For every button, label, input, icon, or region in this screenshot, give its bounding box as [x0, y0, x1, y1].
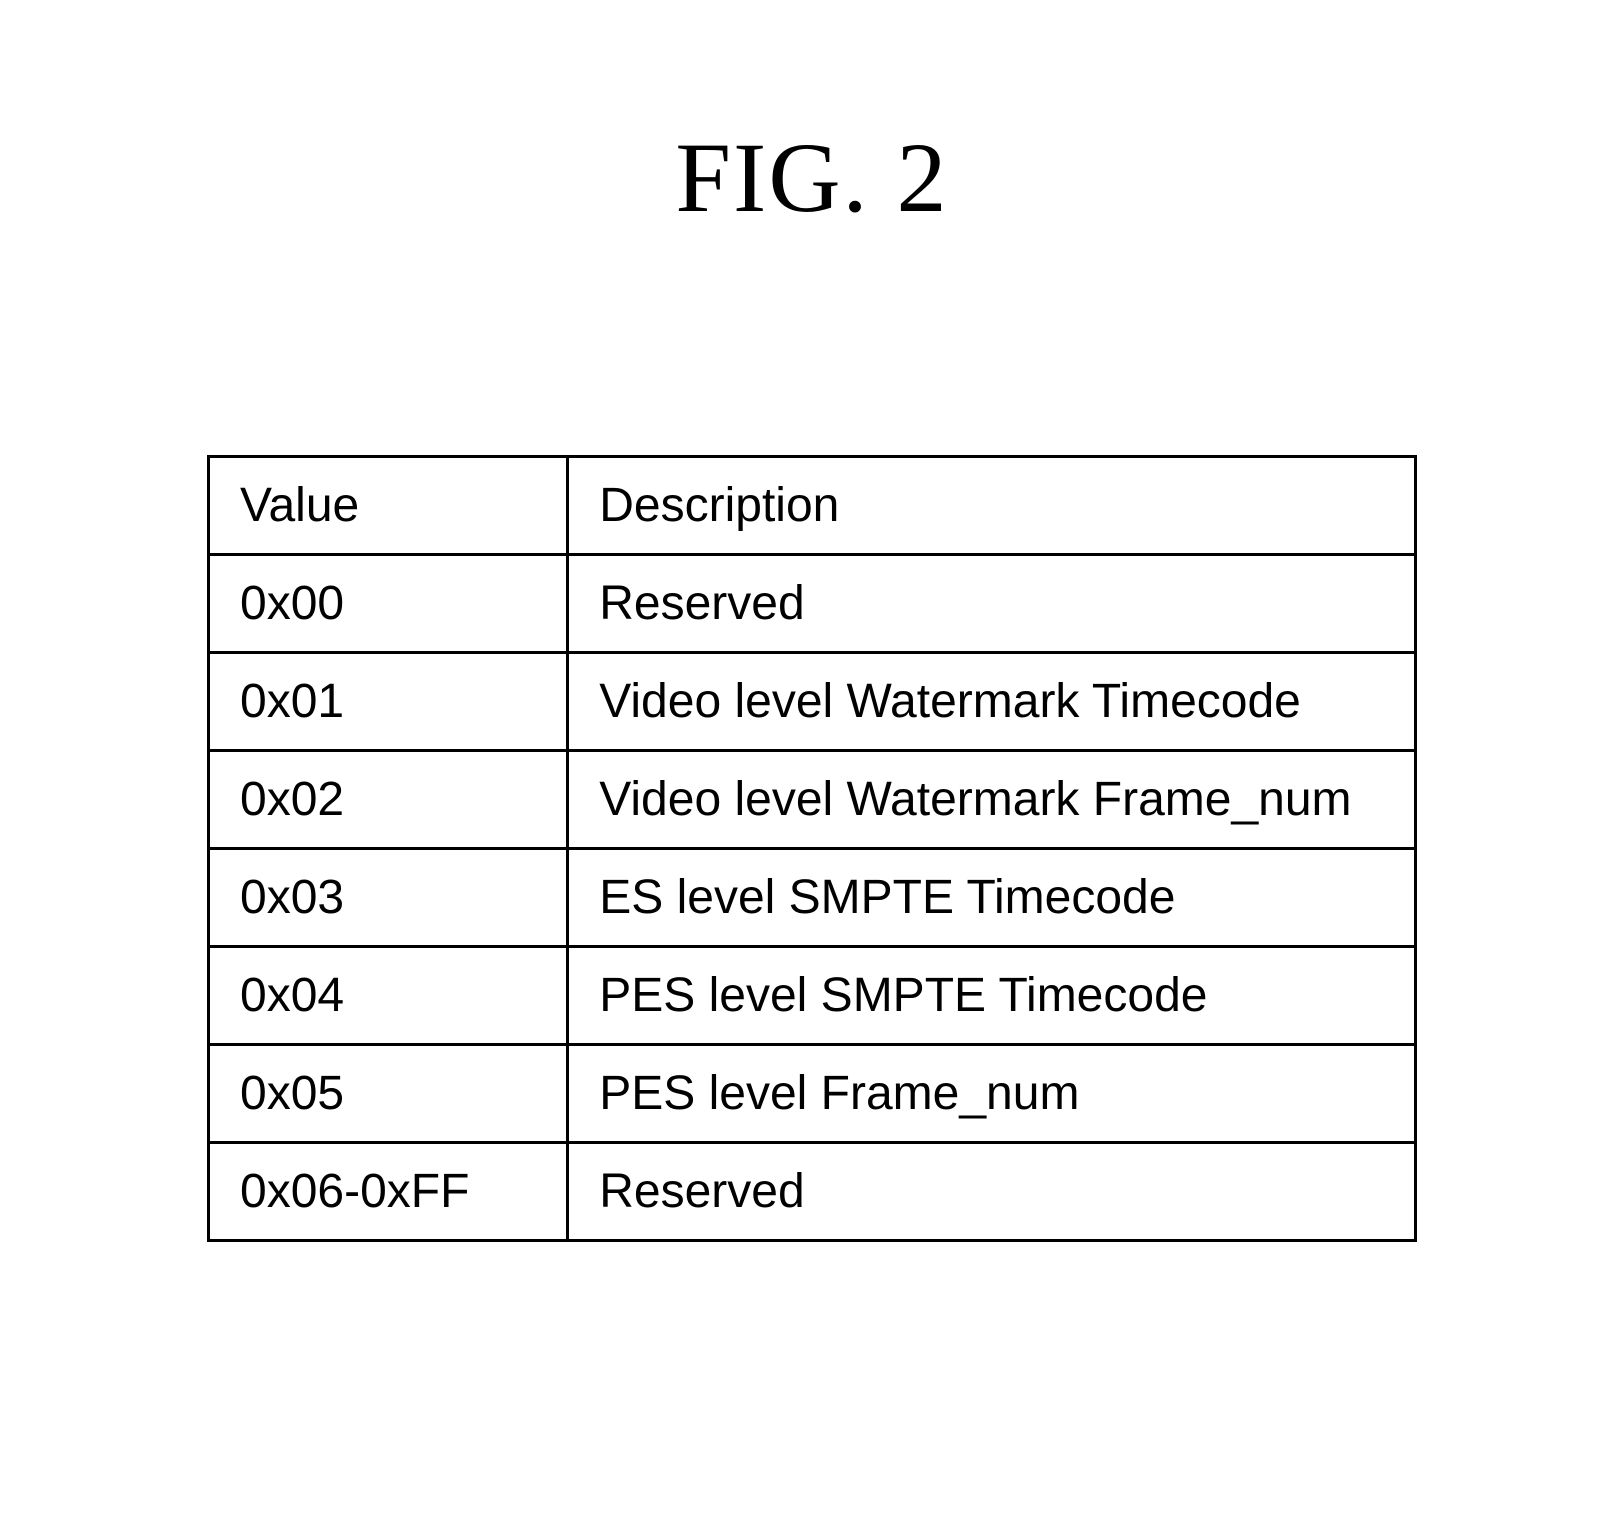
table-row: 0x00 Reserved [209, 555, 1416, 653]
cell-value: 0x01 [209, 653, 568, 751]
table-container: Value Description 0x00 Reserved 0x01 Vid… [207, 455, 1417, 1242]
cell-description: Video level Watermark Timecode [568, 653, 1416, 751]
cell-description: Reserved [568, 555, 1416, 653]
table-row: 0x03 ES level SMPTE Timecode [209, 849, 1416, 947]
cell-value: 0x02 [209, 751, 568, 849]
table-row: 0x02 Video level Watermark Frame_num [209, 751, 1416, 849]
cell-value: 0x00 [209, 555, 568, 653]
table-row: 0x01 Video level Watermark Timecode [209, 653, 1416, 751]
cell-value: 0x06-0xFF [209, 1143, 568, 1241]
cell-value: 0x05 [209, 1045, 568, 1143]
column-header-description: Description [568, 457, 1416, 555]
cell-description: Video level Watermark Frame_num [568, 751, 1416, 849]
table-row: 0x05 PES level Frame_num [209, 1045, 1416, 1143]
cell-description: Reserved [568, 1143, 1416, 1241]
value-description-table: Value Description 0x00 Reserved 0x01 Vid… [207, 455, 1417, 1242]
table-row: 0x04 PES level SMPTE Timecode [209, 947, 1416, 1045]
cell-description: PES level SMPTE Timecode [568, 947, 1416, 1045]
cell-description: PES level Frame_num [568, 1045, 1416, 1143]
figure-title: FIG. 2 [675, 120, 948, 235]
column-header-value: Value [209, 457, 568, 555]
table-row: 0x06-0xFF Reserved [209, 1143, 1416, 1241]
cell-value: 0x03 [209, 849, 568, 947]
cell-value: 0x04 [209, 947, 568, 1045]
table-header-row: Value Description [209, 457, 1416, 555]
cell-description: ES level SMPTE Timecode [568, 849, 1416, 947]
